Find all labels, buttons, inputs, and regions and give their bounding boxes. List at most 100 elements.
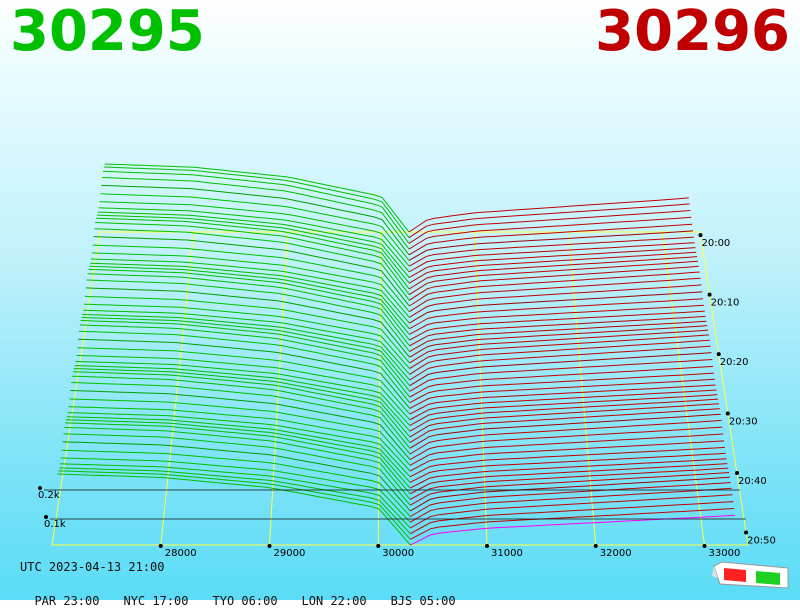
price-gridline [269,231,288,546]
price-tick-dot [593,544,598,548]
bid-depth-line [68,406,411,472]
ask-depth-line [409,394,718,426]
bid-depth-line [65,419,411,489]
ask-depth-line [409,284,702,318]
ask-depth-line [408,242,695,273]
ask-depth-line [409,389,717,421]
ask-depth-line [409,446,725,478]
bid-depth-line [71,382,411,455]
ask-depth-line [409,413,721,449]
depth-tick-label: 0.1k [44,519,66,530]
bid-depth-line [73,368,411,438]
ask-depth-line [409,291,703,324]
time-tick-label: 20:40 [738,476,767,487]
time-tick-dot [698,233,703,238]
price-tick-label: 30000 [382,548,414,559]
time-tick-label: 20:00 [701,238,730,249]
bid-depth-line [87,273,410,347]
time-tick-dot [734,471,739,476]
price-gridline [568,231,597,546]
ask-price: 30296 [595,0,790,64]
ask-depth-line [408,216,692,250]
ask-depth-line [409,467,729,500]
ask-depth-line [410,508,735,540]
time-tick-dot [744,530,749,535]
time-tick-label: 20:10 [711,298,740,309]
bid-depth-line [96,217,410,290]
bid-depth-line [60,457,411,523]
tz-lon: LON 22:00 [301,594,367,608]
ask-depth-line [410,482,731,517]
bid-depth-line [102,170,410,244]
depth-tick-dot [44,515,48,519]
price-tick-dot [702,544,707,548]
depth-tick-label: 0.2k [38,490,60,501]
ask-depth-line [409,304,704,335]
bid-price: 30295 [10,0,205,64]
ask-depth-line [409,298,704,330]
utc-time: UTC 2023-04-13 21:00 [20,560,165,574]
tz-bjs: BJS 05:00 [390,594,456,608]
ask-depth-line [408,247,696,278]
depth-tick-dot [38,486,42,490]
price-tick-label: 29000 [274,548,306,559]
price-tick-dot [485,544,489,548]
ask-depth-layer [408,197,735,546]
bid-depth-line [83,309,410,375]
ask-depth-line [409,320,707,352]
bid-depth-line [102,177,410,250]
bid-depth-line [96,214,410,284]
ask-depth-line [410,501,734,535]
price-gridline [474,231,488,546]
ask-depth-line [409,277,701,313]
ask-depth-line [410,487,732,523]
bid-depth-line [97,211,410,278]
time-tick-label: 20:30 [729,417,758,428]
bid-depth-line [65,422,411,495]
bid-depth-line [86,279,410,352]
ask-depth-line [409,365,714,398]
price-tick-label: 33000 [709,548,741,559]
floor-outline [51,231,749,546]
bid-depth-line [84,303,410,369]
bid-depth-line [76,354,411,421]
ask-depth-line [408,230,694,261]
price-tick-dot [267,544,272,548]
price-tick-label: 28000 [165,548,197,559]
tz-tyo: TYO 06:00 [212,594,278,608]
bid-depth-line [67,412,411,478]
price-gridline [160,231,195,546]
bid-depth-layer [57,163,411,546]
tz-nyc: NYC 17:00 [123,594,189,608]
ask-depth-line [409,440,725,472]
bid-depth-line [75,360,411,426]
price-tick-dot [158,544,163,548]
ask-depth-line [409,345,711,381]
bid-depth-line [82,313,410,381]
bid-depth-line [81,316,411,387]
3d-glasses-icon[interactable] [712,558,792,594]
time-tick-dot [725,411,730,416]
ask-depth-line [409,271,700,307]
bid-depth-line [57,473,411,546]
bid-depth-line [78,330,411,404]
bid-depth-line [88,268,410,341]
price-tick-label: 32000 [600,548,632,559]
bid-depth-line [91,252,410,318]
bid-depth-line [61,449,411,517]
bid-depth-line [98,207,410,273]
price-tick-dot [376,544,381,548]
bid-depth-line [72,371,411,443]
ask-depth-line [409,452,726,483]
bid-depth-line [79,324,411,398]
bid-depth-line [99,201,410,267]
ask-depth-line [409,458,727,489]
ask-depth-line [408,197,689,233]
bid-depth-line [89,265,410,335]
bid-depth-line [103,166,410,239]
ask-depth-line [409,463,728,495]
ask-depth-line [409,352,712,387]
ask-depth-line [409,329,709,364]
bid-depth-line [63,433,411,506]
ask-depth-line [409,372,714,404]
